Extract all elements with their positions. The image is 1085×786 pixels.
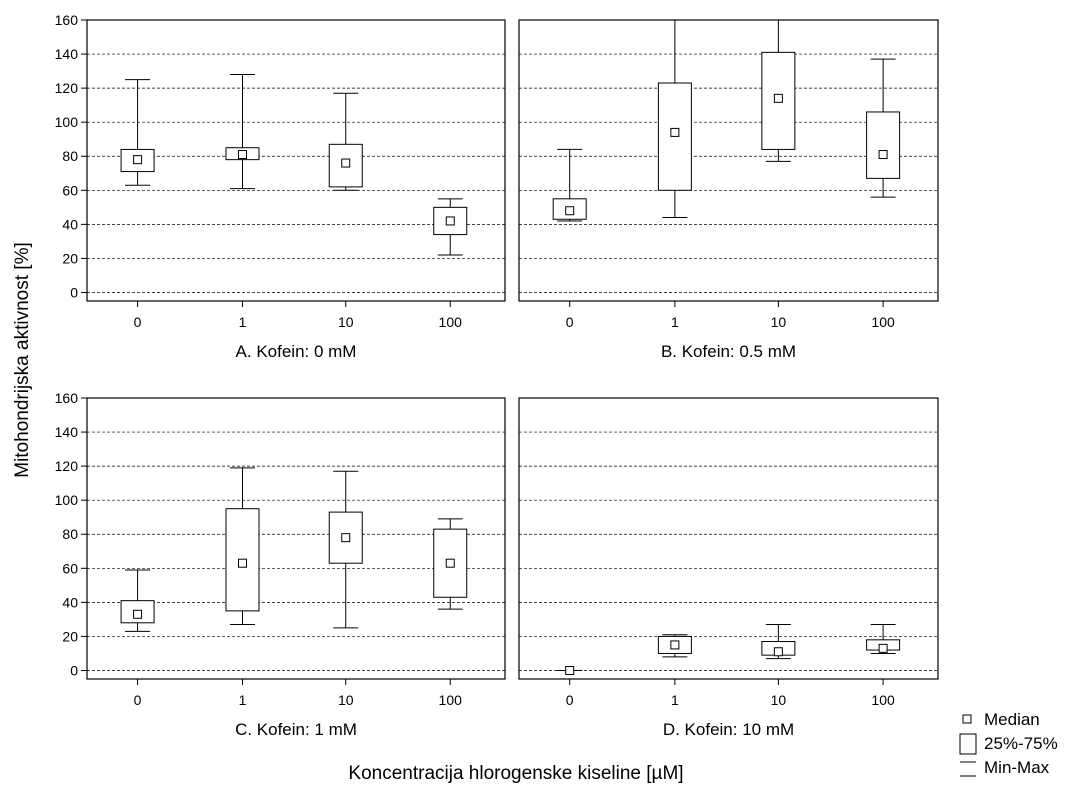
y-axis-label: Mitohondrijska aktivnost [%] <box>12 242 33 478</box>
plot-frame <box>518 397 939 680</box>
y-tick-label: 60 <box>62 560 78 576</box>
box-100 <box>433 518 468 610</box>
box-1 <box>225 73 260 190</box>
median-marker <box>878 643 888 653</box>
y-tick-label: 60 <box>62 182 78 198</box>
x-tick-label: 1 <box>671 314 679 330</box>
x-axis-label: Koncentracija hlorogenske kiseline [µM] <box>348 763 683 784</box>
median-marker <box>133 609 143 619</box>
legend: Median 25%-75% Min-Max <box>959 710 1058 777</box>
box-0 <box>120 79 155 186</box>
median-marker <box>565 665 575 675</box>
median-marker <box>133 155 143 165</box>
box-0 <box>120 569 155 632</box>
x-tick-label: 1 <box>239 314 247 330</box>
y-tick-label: 140 <box>55 46 79 62</box>
y-tick-label: 0 <box>70 662 78 678</box>
y-tick-label: 20 <box>62 628 78 644</box>
box-100 <box>433 198 468 256</box>
legend-entry-box: 25%-75% <box>959 733 1058 755</box>
median-marker <box>237 150 247 160</box>
y-tick-label: 120 <box>55 80 79 96</box>
median-marker <box>565 206 575 216</box>
median-marker <box>237 558 247 568</box>
plot-frame <box>518 19 939 302</box>
panel-a: 0 20 40 60 80 100 120 140 160 0 1 10 100 A. Kofein: 0… <box>55 12 506 361</box>
box-10 <box>761 20 796 162</box>
panel-c: 0 20 40 60 80 100 120 140 160 0 1 10 100 C. Kofein: 1… <box>55 390 506 739</box>
y-tick-label: 80 <box>62 148 78 164</box>
panel-title: C. Kofein: 1 mM <box>235 720 357 739</box>
box-1 <box>657 20 692 219</box>
y-tick-label: 20 <box>62 250 78 266</box>
box-0 <box>557 665 583 675</box>
y-tick-label: 100 <box>55 114 79 130</box>
box-10 <box>328 92 363 191</box>
y-tick-label: 140 <box>55 424 79 440</box>
x-tick-label: 0 <box>566 692 574 708</box>
x-tick-label: 0 <box>566 314 574 330</box>
panel-d: 0 1 10 100 D. Kofein: 10 mM <box>518 397 939 739</box>
median-marker <box>445 216 455 226</box>
x-tick-label: 10 <box>338 692 354 708</box>
panel-title: A. Kofein: 0 mM <box>236 342 357 361</box>
y-tick-label: 100 <box>55 492 79 508</box>
plot-frame <box>86 397 506 680</box>
median-marker <box>773 93 783 103</box>
x-tick-label: 10 <box>771 314 787 330</box>
box-1 <box>225 467 260 626</box>
legend-entry-median: Median <box>962 710 1040 729</box>
median-marker <box>670 127 680 137</box>
median-marker <box>878 150 888 160</box>
x-tick-label: 100 <box>871 692 895 708</box>
median-marker <box>341 533 351 543</box>
box-100 <box>866 624 901 654</box>
median-marker <box>670 640 680 650</box>
x-tick-label: 10 <box>338 314 354 330</box>
legend-box-swatch <box>959 733 977 755</box>
legend-label: Median <box>984 710 1040 729</box>
x-tick-label: 1 <box>239 692 247 708</box>
y-tick-label: 160 <box>55 390 79 406</box>
y-tick-label: 40 <box>62 594 78 610</box>
legend-median-swatch <box>962 714 972 724</box>
box-10 <box>761 624 796 660</box>
iqr-box <box>866 111 901 179</box>
box-100 <box>866 58 901 198</box>
x-tick-label: 1 <box>671 692 679 708</box>
panel-title: D. Kofein: 10 mM <box>663 720 794 739</box>
x-tick-label: 0 <box>134 314 142 330</box>
y-tick-label: 0 <box>70 284 78 300</box>
median-marker <box>341 158 351 168</box>
legend-entry-whisker: Min-Max <box>960 758 1050 777</box>
y-tick-label: 40 <box>62 216 78 232</box>
x-tick-label: 0 <box>134 692 142 708</box>
legend-label: 25%-75% <box>984 734 1058 753</box>
box-10 <box>328 470 363 629</box>
x-tick-label: 100 <box>871 314 895 330</box>
legend-label: Min-Max <box>984 758 1050 777</box>
panel-b: 0 1 10 100 B. Kofein: 0.5 mM <box>518 19 939 361</box>
y-tick-label: 80 <box>62 526 78 542</box>
x-tick-label: 10 <box>771 692 787 708</box>
x-tick-label: 100 <box>439 692 463 708</box>
panel-title: B. Kofein: 0.5 mM <box>661 342 796 361</box>
median-marker <box>773 647 783 657</box>
x-tick-label: 100 <box>439 314 463 330</box>
y-tick-label: 120 <box>55 458 79 474</box>
box-0 <box>552 148 587 222</box>
plot-frame <box>86 19 506 302</box>
median-marker <box>445 558 455 568</box>
y-tick-label: 160 <box>55 12 79 28</box>
box-1 <box>657 634 692 658</box>
